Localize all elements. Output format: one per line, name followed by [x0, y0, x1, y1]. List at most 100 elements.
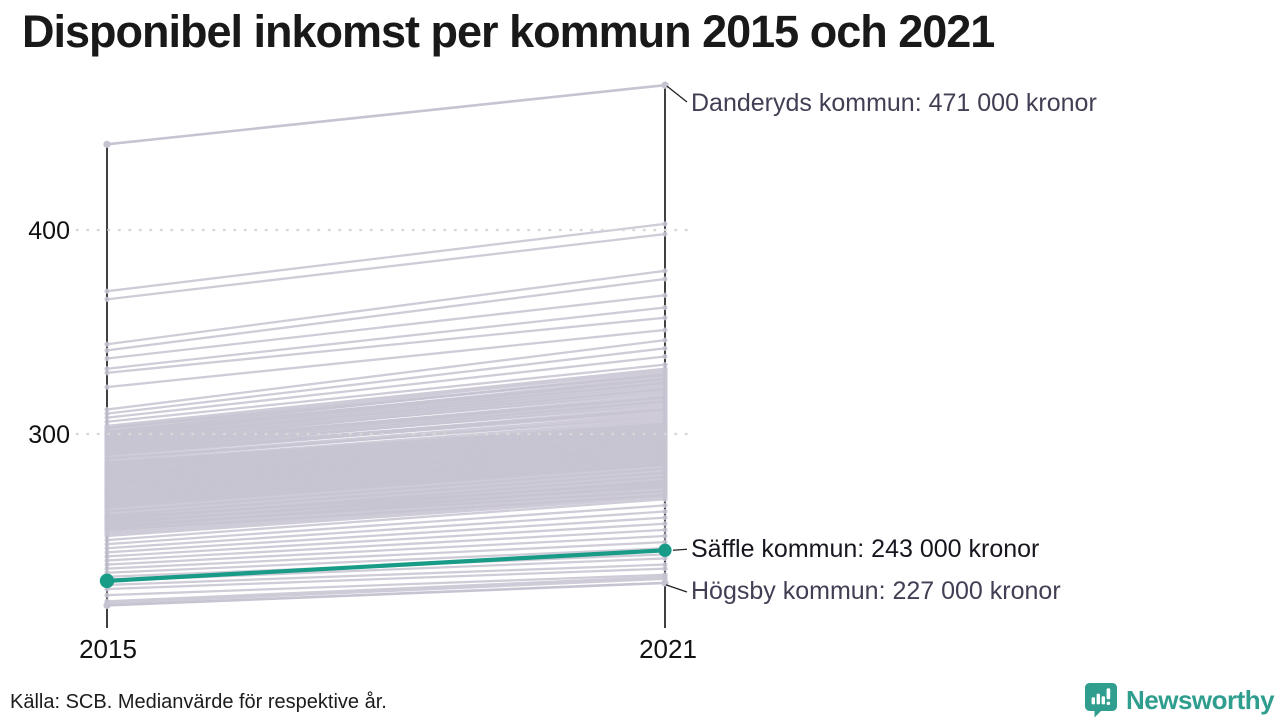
- endpoint-dot: [662, 345, 668, 351]
- bg-slope-line: [106, 455, 666, 493]
- endpoint-dot: [104, 549, 110, 555]
- endpoint-dot: [662, 527, 668, 533]
- axis-tick-label: 2015: [79, 634, 137, 664]
- annotation-connector: [672, 548, 688, 551]
- endpoint-dot: [662, 353, 668, 360]
- endpoint-dot: [662, 521, 668, 527]
- endpoint-dot: [104, 415, 110, 421]
- bg-slope-line: [106, 277, 666, 352]
- endpoint-dot: [662, 515, 668, 521]
- bg-slope-line: [106, 422, 666, 468]
- endpoint-dot: [104, 347, 110, 353]
- bg-slope-line: [106, 498, 666, 542]
- endpoint-dot: [662, 292, 668, 298]
- axis-tick-label: 300: [28, 421, 70, 449]
- bg-slope-line: [106, 381, 666, 438]
- annotation-connector: [665, 584, 688, 593]
- endpoint-dot: [662, 437, 668, 443]
- endpoint-dot: [104, 515, 110, 521]
- annotated-slope-line: [106, 83, 666, 146]
- endpoint-dot: [104, 480, 110, 486]
- endpoint-dot: [104, 366, 110, 372]
- bg-slope-line: [106, 522, 666, 558]
- bg-slope-line: [106, 575, 666, 603]
- endpoint-dot: [103, 140, 111, 148]
- axis-tick-label: 2021: [639, 634, 697, 664]
- annotation-danderyd: Danderyds kommun: 471 000 kronor: [691, 89, 1097, 117]
- bg-slope-line: [106, 400, 666, 450]
- endpoint-dot: [104, 370, 110, 376]
- endpoint-dot: [662, 386, 668, 392]
- source-note: Källa: SCB. Medianvärde för respektive å…: [10, 691, 387, 713]
- endpoint-dot: [104, 384, 110, 390]
- newsworthy-wordmark: Newsworthy: [1126, 684, 1275, 715]
- endpoint-dot: [662, 533, 668, 539]
- bg-slope-line: [106, 494, 666, 532]
- bg-slope-line: [106, 567, 666, 591]
- endpoint-dot: [662, 462, 668, 468]
- endpoint-dot: [662, 480, 668, 486]
- highlight-endpoint-dot: [658, 543, 672, 557]
- bg-slope-line: [106, 485, 666, 523]
- bg-slope-line: [106, 447, 666, 485]
- endpoint-dot: [662, 555, 668, 562]
- page-title: Disponibel inkomst per kommun 2015 och 2…: [22, 6, 995, 57]
- endpoint-dot: [104, 464, 110, 470]
- endpoint-dot: [662, 315, 668, 321]
- endpoint-dot: [662, 380, 668, 386]
- bg-slope-line: [106, 534, 666, 566]
- bg-slope-line: [106, 306, 666, 370]
- bg-slope-line: [106, 222, 666, 293]
- endpoint-dot: [104, 496, 110, 502]
- endpoint-dot: [103, 601, 111, 609]
- bg-slope-line: [106, 510, 666, 550]
- endpoint-dot: [104, 541, 110, 547]
- endpoint-dot: [104, 553, 110, 560]
- endpoint-dot: [662, 394, 668, 400]
- endpoint-dot: [104, 419, 110, 425]
- endpoint-dot: [662, 492, 668, 498]
- endpoint-dot: [104, 519, 110, 525]
- bg-slope-line: [106, 467, 666, 513]
- endpoint-dot: [662, 327, 668, 333]
- endpoint-dot: [104, 441, 110, 447]
- endpoint-dot: [662, 372, 668, 378]
- highlight-slope-line: [106, 548, 666, 583]
- bg-slope-line: [106, 540, 666, 570]
- endpoint-dot: [661, 81, 669, 89]
- bg-slope-line: [106, 481, 666, 519]
- bg-slope-line: [106, 269, 666, 346]
- endpoint-dot: [104, 504, 110, 511]
- bg-slope-line: [106, 463, 666, 509]
- endpoint-dot: [104, 527, 110, 533]
- endpoint-dot: [104, 561, 110, 568]
- endpoint-dot: [662, 539, 668, 545]
- annotation-connector: [666, 85, 688, 103]
- endpoint-dot: [662, 362, 668, 368]
- endpoint-dot: [662, 376, 668, 382]
- bg-slope-line: [106, 504, 666, 546]
- endpoint-dot: [104, 288, 110, 294]
- bg-slope-line: [106, 573, 666, 597]
- bg-slope-line: [106, 414, 666, 462]
- endpoint-dot: [662, 276, 668, 282]
- endpoint-dot: [662, 268, 668, 274]
- bg-slope-line: [106, 328, 666, 389]
- endpoint-dot: [104, 557, 110, 564]
- endpoint-dot: [104, 566, 110, 572]
- bg-slope-line: [106, 396, 666, 446]
- endpoint-dot: [662, 561, 668, 568]
- axis-tick-label: 400: [28, 217, 70, 245]
- bg-slope-line: [106, 347, 666, 415]
- endpoint-dot: [662, 466, 668, 472]
- endpoint-dot: [662, 231, 668, 237]
- bg-slope-line: [106, 547, 666, 574]
- bg-slope-line: [106, 316, 666, 374]
- endpoint-dot: [104, 545, 110, 551]
- endpoint-dot: [104, 523, 110, 529]
- endpoint-dot: [104, 533, 110, 539]
- endpoint-dot: [104, 296, 110, 302]
- endpoint-dot: [662, 221, 668, 227]
- endpoint-dot: [104, 488, 110, 494]
